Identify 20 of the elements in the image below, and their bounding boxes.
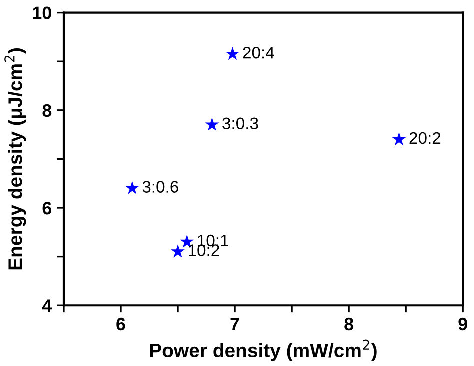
- point: [125, 181, 140, 194]
- y-tick-label: 8: [42, 104, 52, 118]
- annotation: 20:4: [243, 46, 274, 59]
- x-tick-label: 6: [116, 318, 126, 331]
- point: [392, 132, 406, 146]
- x-axis-title: Power density (mW/cm$^{2}$): [150, 340, 377, 362]
- x-tick-label: 8: [344, 318, 354, 331]
- annotation: 20:2: [410, 132, 441, 144]
- annotation: 3:0.3: [222, 118, 258, 130]
- annotation: 3:0.6: [142, 181, 178, 193]
- point: [226, 47, 240, 60]
- x-tick-label: 7: [230, 318, 240, 330]
- point: [171, 244, 185, 258]
- point: [205, 118, 220, 131]
- y-axis-title: Energy density (μJ/cm$^{2}$): [4, 48, 26, 270]
- y-tick-label: 10: [33, 6, 52, 20]
- y-tick-label: 6: [42, 202, 52, 215]
- x-tick-label: 9: [458, 318, 468, 331]
- y-tick-label: 4: [42, 300, 52, 312]
- annotation: 10:1: [198, 234, 228, 247]
